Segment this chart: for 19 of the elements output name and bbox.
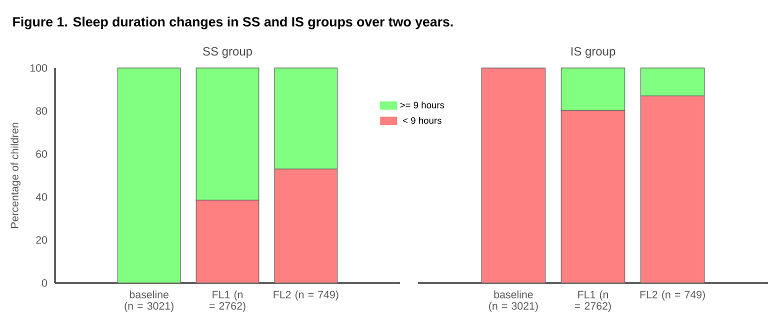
- y-tick-label: 100: [30, 64, 48, 72]
- x-tick-label: FL2 (n = 749): [640, 290, 705, 300]
- y-tick-label: 60: [36, 150, 48, 158]
- y-tick-label: 20: [36, 236, 48, 244]
- x-tick-label: FL2 (n = 749): [274, 290, 338, 300]
- y-tick-label: 40: [36, 193, 48, 201]
- y-tick-label: 0: [42, 279, 48, 287]
- y-tick-label: 80: [36, 107, 48, 115]
- bar: [117, 68, 181, 284]
- x-tick-label: baseline (n = 3021): [124, 290, 174, 312]
- legend-label: < 9 hours: [403, 116, 442, 124]
- y-axis-title: Percentage of children: [10, 122, 21, 228]
- x-tick-label: FL1 (n = 2762): [210, 290, 246, 312]
- x-tick-label: FL1 (n = 2762): [574, 290, 611, 312]
- chart-title: IS group: [571, 47, 616, 58]
- legend-label: >= 9 hours: [400, 102, 444, 108]
- caption: Figure 1. Sleep duration changes in SS and IS groups over two years.: [13, 16, 453, 30]
- chart-title: SS group: [203, 47, 252, 58]
- x-tick-label: baseline (n = 3021): [489, 290, 538, 312]
